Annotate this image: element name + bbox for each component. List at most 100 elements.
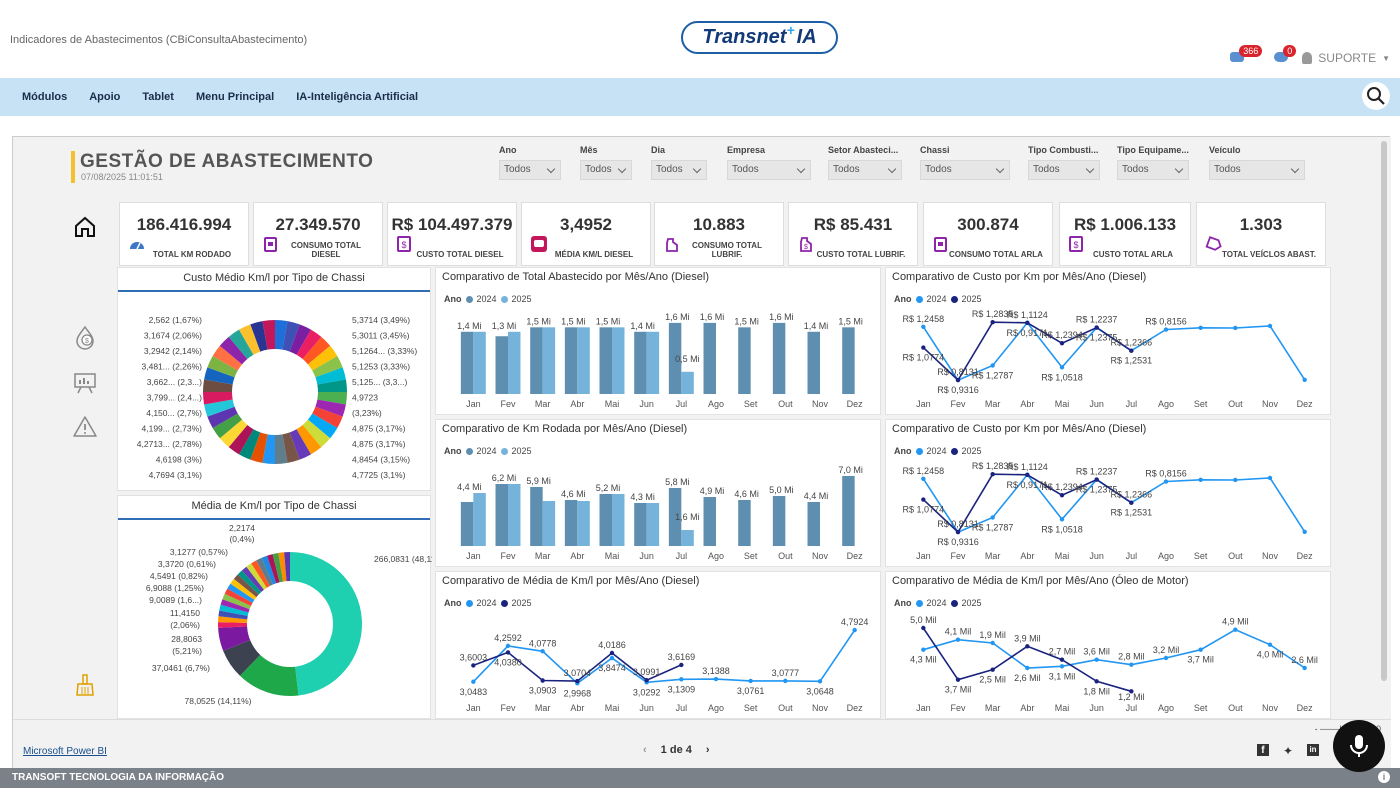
point-value-label: 2,6 Mil	[1014, 673, 1041, 683]
donut-slice	[246, 563, 267, 590]
voice-assistant-button[interactable]	[1333, 720, 1385, 772]
kpi-card-custo-lubrif[interactable]: $ R$ 85.431 CUSTO TOTAL LUBRIF.	[788, 202, 918, 266]
x-tick-label: Abr	[1020, 703, 1034, 713]
filter-select[interactable]: Todos	[1117, 160, 1189, 180]
linkedin-icon[interactable]: in	[1307, 744, 1319, 756]
home-icon[interactable]	[71, 213, 99, 241]
next-page-icon[interactable]: ›	[705, 744, 710, 756]
filter-ano[interactable]: Ano Todos	[499, 145, 561, 180]
x-tick-label: Jan	[466, 399, 481, 409]
notifications-users[interactable]: 0	[1274, 45, 1297, 66]
chart-panel-custo-km-1[interactable]: Comparativo de Custo por Km por Mês/Ano …	[885, 267, 1331, 415]
powerbi-link[interactable]: Microsoft Power BI	[23, 746, 107, 757]
filter-tipo-combustivel[interactable]: Tipo Combusti... Todos	[1028, 145, 1100, 180]
donut-slice	[230, 578, 257, 600]
kpi-card-media-km-l[interactable]: 3,4952 MÉDIA KM/L DIESEL	[521, 202, 651, 266]
bar-2024	[668, 488, 682, 546]
user-area: 366 0 SUPORTE ▼	[1230, 45, 1390, 66]
x-tick-label: Jan	[466, 551, 481, 561]
kpi-card-custo-arla[interactable]: $ R$ 1.006.133 CUSTO TOTAL ARLA	[1059, 202, 1191, 266]
chart-panel-media-km-diesel[interactable]: Comparativo de Média de Km/l por Mês/Ano…	[435, 571, 881, 719]
vertical-scrollbar[interactable]	[1381, 141, 1387, 681]
chevron-down-icon[interactable]: ▼	[1382, 53, 1390, 63]
bar-2024	[703, 322, 716, 394]
filter-select[interactable]: Todos	[727, 160, 811, 180]
donut-slice	[272, 552, 284, 583]
line-chart-custo-km-1[interactable]: Jan Fev Mar Abr Mai Jun Jul Ago Set Out Nov Dez R$ 1…	[886, 268, 1332, 416]
x-tick-label: Set	[744, 551, 758, 561]
kpi-card-custo-diesel[interactable]: $ R$ 104.497.379 CUSTO TOTAL DIESEL	[387, 202, 517, 266]
bar-chart-total-abastecido[interactable]: Jan Fev Mar Abr Mai Jun Jul Ago Set Out Nov Dez 1,4 …	[436, 268, 882, 416]
kpi-card-total-veiculos[interactable]: 1.303 TOTAL VEÍCLOS ABAST.	[1196, 202, 1326, 266]
filter-select[interactable]: Todos	[499, 160, 561, 180]
filter-tipo-equipamento[interactable]: Tipo Equipame... Todos	[1117, 145, 1189, 180]
point-value-label: R$ 0,9171	[1007, 328, 1049, 338]
filter-dia[interactable]: Dia Todos	[651, 145, 707, 180]
menu-principal[interactable]: Menu Principal	[195, 91, 275, 103]
filter-select[interactable]: Todos	[828, 160, 902, 180]
logo-text: Transnet	[702, 26, 787, 48]
bar-value-label: 4,4 Mi	[457, 482, 482, 492]
search-button[interactable]	[1362, 82, 1390, 110]
prev-page-icon[interactable]: ‹	[643, 744, 647, 756]
x-tick-label: Ago	[1158, 399, 1174, 409]
transnet-ia-logo[interactable]: Transnet + IA	[681, 21, 838, 54]
kpi-card-consumo-arla[interactable]: 300.874 CONSUMO TOTAL ARLA	[923, 202, 1053, 266]
notifications-vehicles[interactable]: 366	[1230, 45, 1263, 66]
info-icon[interactable]: i	[1378, 771, 1390, 783]
kpi-card-km-rodado[interactable]: 186.416.994 TOTAL KM RODADO	[119, 202, 249, 266]
donut-media-km-panel[interactable]: Média de Km/l por Tipo de Chassi 2,2174(…	[117, 495, 432, 720]
bar-value-label: 1,5 Mi	[734, 316, 759, 326]
fuel-cost-nav-icon[interactable]: $	[71, 323, 99, 351]
filter-veiculo[interactable]: Veículo Todos	[1209, 145, 1305, 180]
point-value-label: 3,7 Mil	[945, 685, 972, 695]
chart-panel-km-rodada[interactable]: Comparativo de Km Rodada por Mês/Ano (Di…	[435, 419, 881, 567]
point-value-label: 4,0 Mil	[1257, 650, 1284, 660]
chart-panel-media-km-oleo[interactable]: Comparativo de Média de Km/l por Mês/Ano…	[885, 571, 1331, 719]
menu-ia[interactable]: IA-Inteligência Artificial	[296, 91, 419, 103]
filter-chassi[interactable]: Chassi Todos	[920, 145, 1010, 180]
donut-chart-media-km[interactable]: 2,2174(0,4%)3,1277 (0,57%) 3,3720 (0,61%)…	[118, 520, 432, 720]
filter-select[interactable]: Todos	[580, 160, 632, 180]
kpi-value: 186.416.994	[136, 215, 232, 234]
filter-empresa[interactable]: Empresa Todos	[727, 145, 811, 180]
kpi-card-consumo-lubrif[interactable]: 10.883 CONSUMO TOTAL LUBRIF.	[654, 202, 784, 266]
line-chart-custo-km-2[interactable]: Jan Fev Mar Abr Mai Jun Jul Ago Set Out Nov Dez R$ 1…	[886, 420, 1332, 568]
menu-apoio[interactable]: Apoio	[89, 91, 121, 103]
presentation-icon[interactable]	[71, 369, 99, 397]
clear-filters-broom-icon[interactable]	[71, 671, 99, 699]
point-value-label: 1,8 Mil	[1083, 686, 1110, 696]
menu-modulos[interactable]: Módulos	[22, 91, 68, 103]
filter-select[interactable]: Todos	[1028, 160, 1100, 180]
chart-panel-total-abastecido[interactable]: Comparativo de Total Abastecido por Mês/…	[435, 267, 881, 415]
filter-select[interactable]: Todos	[1209, 160, 1305, 180]
line-chart-media-km-diesel[interactable]: Jan Fev Mar Abr Mai Jun Jul Ago Set Out Nov Dez 3,60…	[436, 572, 882, 720]
bar-2025	[612, 327, 625, 394]
donut-chart-custo-medio[interactable]: 2,562 (1,67%) 3,1674 (2,06%) 3,2942 (2,14%…	[118, 292, 432, 492]
user-menu[interactable]: SUPORTE	[1318, 51, 1377, 65]
filter-mes[interactable]: Mês Todos	[580, 145, 632, 180]
warning-icon[interactable]	[71, 413, 99, 441]
bar-2024	[772, 496, 786, 546]
donut-slice	[239, 324, 261, 355]
speedometer-icon	[128, 235, 146, 253]
donut-slice	[219, 419, 248, 448]
filter-select[interactable]: Todos	[651, 160, 707, 180]
menu-tablet[interactable]: Tablet	[142, 91, 174, 103]
chart-panel-custo-km-2[interactable]: Comparativo de Custo por Km por Mês/Ano …	[885, 419, 1331, 567]
x-tick-label: Ago	[1158, 703, 1174, 713]
legend-title: Ano	[444, 446, 462, 456]
facebook-icon[interactable]: f	[1256, 744, 1269, 756]
series-line-2024	[923, 628, 1306, 669]
point-value-label: R$ 1,0518	[1041, 372, 1083, 382]
donut-custo-medio-panel[interactable]: Custo Médio Km/l por Tipo de Chassi 2,56…	[117, 267, 431, 491]
legend-dot-2024	[915, 447, 923, 455]
legend-2025: 2025	[511, 446, 532, 456]
bar-chart-km-rodada[interactable]: Jan Fev Mar Abr Mai Jun Jul Ago Set Out Nov Dez 4,4 …	[436, 420, 882, 568]
line-chart-media-km-oleo[interactable]: Jan Fev Mar Abr Mai Jun Jul Ago Set Out Nov Dez 5,0 …	[886, 572, 1332, 720]
kpi-card-consumo-diesel[interactable]: 27.349.570 CONSUMO TOTAL DIESEL	[253, 202, 383, 266]
svg-text:$: $	[1073, 240, 1078, 250]
twitter-icon[interactable]: ✦	[1282, 744, 1293, 758]
filter-select[interactable]: Todos	[920, 160, 1010, 180]
filter-setor[interactable]: Setor Abasteci... Todos	[828, 145, 902, 180]
